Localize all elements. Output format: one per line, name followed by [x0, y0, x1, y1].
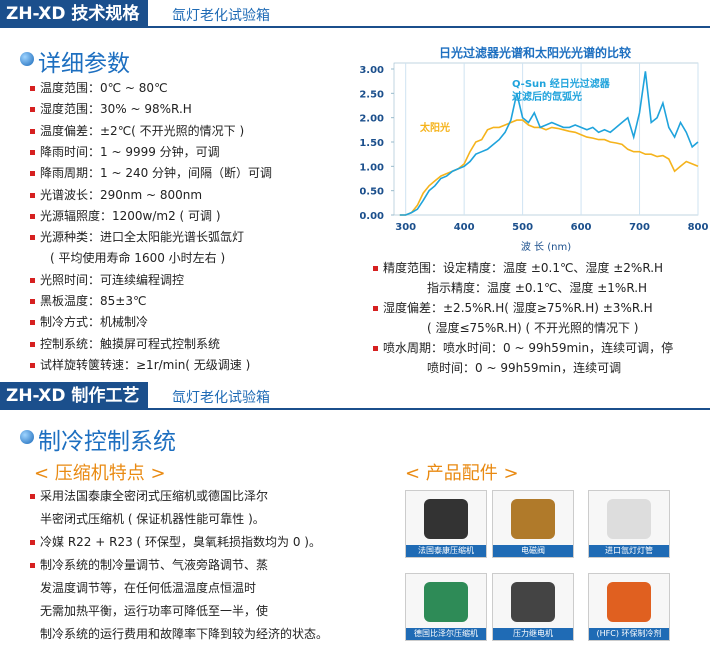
- banner-line: [148, 26, 710, 28]
- part-caption: 德国比泽尔压缩机: [406, 628, 486, 640]
- y-tick-label: 2.00: [360, 114, 384, 125]
- part-image: 压力继电机: [492, 573, 574, 641]
- x-axis-label: 波 长 (nm): [521, 240, 571, 253]
- spec-item: 光谱波长：290nm ~ 800nm: [40, 187, 203, 202]
- y-tick-label: 2.50: [360, 89, 384, 100]
- legend-label: Q-Sun 经日光过滤器过滤后的氙弧光: [512, 79, 610, 103]
- part-caption: 进口氙灯灯管: [589, 545, 669, 557]
- series-line: [399, 71, 699, 216]
- y-tick-label: 3.00: [360, 65, 384, 76]
- bullet: [30, 494, 35, 499]
- bullet: [30, 299, 35, 304]
- bullet: [30, 86, 35, 91]
- spec-continuation: 指示精度：温度 ±0.1℃、湿度 ±1%R.H: [427, 281, 648, 295]
- bullet: [30, 192, 35, 198]
- part-caption: (HFC) 环保制冷剂: [589, 628, 669, 640]
- y-tick-label: 0.00: [360, 211, 384, 222]
- legend-label: 太阳光: [420, 123, 450, 134]
- spec-item: 制冷方式：机械制冷: [40, 315, 149, 330]
- part-photo: [424, 582, 468, 622]
- part-image: 电磁阀: [492, 490, 574, 558]
- part-photo: [511, 582, 555, 622]
- bullet: [30, 341, 35, 347]
- x-tick-label: 800: [688, 222, 709, 233]
- bullet: [30, 235, 35, 241]
- section-title: 详细参数: [38, 51, 130, 77]
- x-tick-label: 500: [512, 222, 533, 233]
- bullet: [30, 128, 35, 134]
- bullet: [30, 171, 35, 177]
- spec-item: 冷媒 R22 + R23 ( 环保型，臭氧耗损指数均为 0 )。: [40, 535, 321, 549]
- bullet: [373, 346, 378, 351]
- bullet: [30, 107, 35, 113]
- bullet: [30, 563, 35, 568]
- part-image: 进口氙灯灯管: [588, 490, 670, 558]
- part-caption: 法国泰康压缩机: [406, 545, 486, 557]
- spec-item: 采用法国泰康全密闭式压缩机或德国比泽尔: [40, 489, 269, 503]
- banner-title: ZH-XD 技术规格: [0, 0, 148, 28]
- bullet: [373, 266, 378, 271]
- spec-item: 光源辐照度：1200w/m2 ( 可调 ): [40, 208, 221, 223]
- bullet: [30, 277, 35, 283]
- bullet: [30, 362, 35, 368]
- part-image: (HFC) 环保制冷剂: [588, 573, 670, 641]
- bullet: [30, 540, 35, 545]
- banner-line: [148, 408, 710, 410]
- spec-item: 降雨周期：1 ~ 240 分钟，间隔（断）可调: [40, 166, 273, 181]
- spec-continuation: 无需加热平衡，运行功率可降低至一半，使: [40, 604, 269, 618]
- spec-item: 喷水周期：喷水时间：0 ~ 99h59min，连续可调，停: [383, 341, 674, 355]
- spec-item: 控制系统：触摸屏可程式控制系统: [40, 336, 221, 351]
- bullet: [30, 149, 35, 155]
- x-tick-label: 600: [571, 222, 592, 233]
- spec-continuation: 半密闭式压缩机 ( 保证机器性能可靠性 )。: [40, 512, 265, 526]
- section-title: 制冷控制系统: [38, 429, 176, 455]
- spec-item: 温度偏差：±2℃( 不开光照的情况下 ): [40, 123, 245, 138]
- part-photo: [607, 582, 651, 622]
- part-image: 德国比泽尔压缩机: [405, 573, 487, 641]
- bullet: [373, 306, 378, 311]
- banner-subtitle: 氙灯老化试验箱: [172, 390, 270, 406]
- x-tick-label: 400: [454, 222, 475, 233]
- spec-item: 精度范围：设定精度：温度 ±0.1℃、湿度 ±2%R.H: [383, 261, 664, 275]
- part-caption: 压力继电机: [493, 628, 573, 640]
- spec-continuation: ( 平均使用寿命 1600 小时左右 ): [50, 251, 226, 266]
- bullet: [30, 320, 35, 326]
- x-tick-label: 300: [395, 222, 416, 233]
- banner-title: ZH-XD 制作工艺: [0, 382, 148, 410]
- sub-title: < 压缩机特点 >: [34, 463, 166, 484]
- series-line: [399, 119, 699, 216]
- chart-title: 日光过滤器光谱和太阳光光谱的比较: [439, 45, 631, 60]
- banner-subtitle: 氙灯老化试验箱: [172, 8, 270, 24]
- x-tick-label: 700: [629, 222, 650, 233]
- spec-continuation: 制冷系统的运行费用和故障率下降到较为经济的状态。: [40, 627, 329, 641]
- y-tick-label: 1.50: [360, 138, 384, 149]
- spec-item: 黑板温度：85±3℃: [40, 294, 147, 308]
- part-image: 法国泰康压缩机: [405, 490, 487, 558]
- y-tick-label: 0.50: [360, 187, 384, 198]
- part-photo: [424, 499, 468, 539]
- bullet: [30, 213, 35, 219]
- spec-item: 湿度范围：30% ~ 98%R.H: [40, 102, 192, 117]
- spec-continuation: 喷时间：0 ~ 99h59min，连续可调: [427, 361, 622, 375]
- section-dot: [20, 430, 34, 444]
- part-photo: [607, 499, 651, 539]
- spec-item: 光源种类：进口全太阳能光谱长弧氙灯: [40, 230, 245, 245]
- spec-item: 光照时间：可连续编程调控: [40, 272, 185, 287]
- sub-title: < 产品配件 >: [405, 463, 519, 484]
- spec-continuation: ( 湿度≤75%R.H) ( 不开光照的情况下 ): [427, 321, 639, 335]
- spec-continuation: 发温度调节等，在任何低温温度点恒温时: [40, 581, 257, 595]
- spec-item: 湿度偏差：±2.5%R.H( 湿度≥75%R.H) ±3%R.H: [383, 301, 653, 315]
- spec-item: 试样旋转箧转速：≥1r/min( 无级调速 ): [40, 357, 251, 372]
- spec-item: 温度范围：0℃ ~ 80℃: [40, 81, 168, 95]
- section-dot: [20, 52, 34, 66]
- spec-item: 制冷系统的制冷量调节、气液旁路调节、蒸: [40, 558, 269, 572]
- y-tick-label: 1.00: [360, 162, 384, 173]
- part-photo: [511, 499, 555, 539]
- chart: 日光过滤器光谱和太阳光光谱的比较 0.00 0.50 1.00 1.50 2.00 2.50…: [360, 45, 709, 253]
- spec-item: 降雨时间：1 ~ 9999 分钟，可调: [40, 144, 220, 159]
- part-caption: 电磁阀: [493, 545, 573, 557]
